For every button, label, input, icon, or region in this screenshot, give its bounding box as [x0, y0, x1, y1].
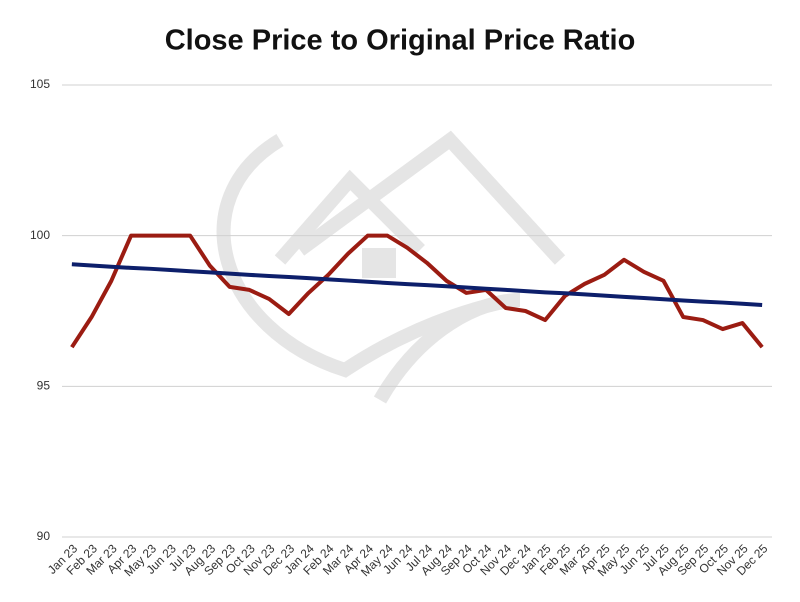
chart-title: Close Price to Original Price Ratio [165, 25, 636, 57]
y-tick-label: 100 [30, 228, 50, 242]
series-line [71, 262, 763, 307]
y-tick-label: 95 [37, 379, 51, 393]
y-tick-label: 90 [37, 529, 51, 543]
y-tick-label: 105 [30, 77, 50, 91]
watermark [216, 130, 566, 404]
series-line [70, 233, 764, 349]
